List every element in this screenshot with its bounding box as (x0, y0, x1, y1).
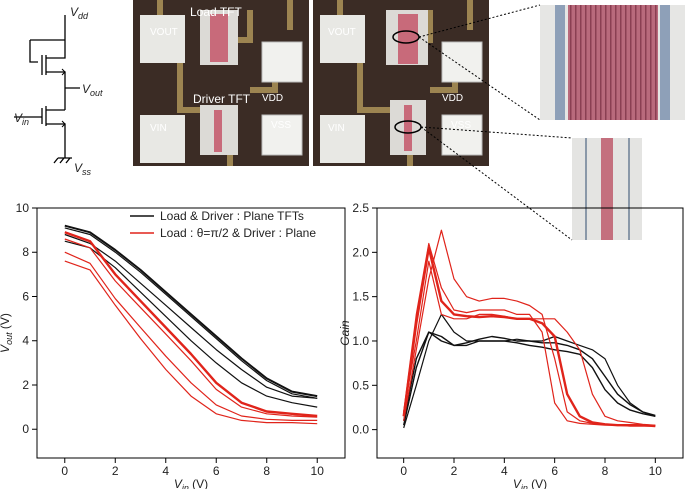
x-tick-label: 2 (112, 464, 119, 478)
vss-label: Vss (74, 161, 92, 177)
legend-label: Load : θ=π/2 & Driver : Plane (160, 226, 316, 240)
vdd-label: Vdd (70, 5, 89, 21)
pad-label: VIN (150, 123, 167, 134)
series-line (403, 331, 656, 426)
y-tick-label: 0.5 (352, 378, 369, 392)
y-tick-label: 1.0 (352, 334, 369, 348)
series-line (64, 240, 318, 408)
vin-label: Vin (14, 111, 29, 127)
y-tick-label: 1.5 (352, 290, 369, 304)
tft-label: Driver TFT (193, 92, 251, 106)
zoom-views (418, 4, 685, 241)
schematic (14, 15, 80, 164)
y-tick-label: 0.0 (352, 423, 369, 437)
x-axis-label-part: (V) (189, 477, 208, 489)
pad-label: VOUT (150, 27, 178, 38)
x-axis-label-part: V (513, 477, 522, 489)
y-tick-label: 0 (22, 422, 29, 436)
x-tick-label: 0 (400, 464, 407, 478)
x-tick-label: 0 (61, 464, 68, 478)
x-axis-label: Vin (V) (513, 477, 547, 489)
y-axis-label-part: V (0, 344, 12, 353)
pad-label: VDD (262, 93, 283, 104)
legend-label: Load & Driver : Plane TFTs (160, 209, 304, 223)
series-line (64, 224, 318, 398)
x-tick-label: 6 (213, 464, 220, 478)
y-tick-label: 4 (22, 334, 29, 348)
x-axis-label-part: in (521, 483, 528, 489)
y-tick-label: 2.5 (352, 201, 369, 215)
pad-label: VIN (328, 123, 345, 134)
pad-label: VSS (271, 120, 291, 131)
x-axis-label-part: (V) (528, 477, 547, 489)
pad-label: VSS (451, 120, 471, 131)
series-line (64, 251, 318, 421)
micrograph-1: VOUT Load TFT Driver TFT VDD VIN VSS (133, 0, 309, 166)
x-tick-label: 4 (162, 464, 169, 478)
x-tick-label: 4 (501, 464, 508, 478)
y-axis-label: Vout (V) (0, 313, 14, 353)
y-tick-label: 10 (16, 201, 30, 215)
x-tick-label: 6 (551, 464, 558, 478)
x-tick-label: 10 (311, 464, 325, 478)
series-line (64, 260, 318, 425)
y-axis-label-part: (V) (0, 313, 12, 332)
y-axis-label-part: out (4, 332, 14, 345)
x-axis-label: Vin (V) (174, 477, 208, 489)
series-line (403, 242, 656, 427)
x-axis-label-part: in (182, 483, 189, 489)
series-line (64, 227, 318, 399)
vout-label: Vout (82, 82, 103, 98)
tft-label: Load TFT (190, 5, 242, 19)
x-tick-label: 8 (263, 464, 270, 478)
y-tick-label: 2 (22, 378, 29, 392)
y-axis-label: Gain (338, 320, 352, 346)
plot-frame (376, 207, 684, 459)
x-tick-label: 10 (649, 464, 663, 478)
series-line (64, 231, 318, 418)
y-tick-label: 8 (22, 245, 29, 259)
y-axis-label-part: Gain (338, 320, 352, 346)
series-line (64, 233, 318, 399)
series-line (403, 313, 656, 429)
x-tick-label: 8 (602, 464, 609, 478)
series-line (64, 238, 318, 418)
y-tick-label: 6 (22, 289, 29, 303)
y-tick-label: 2.0 (352, 245, 369, 259)
x-tick-label: 2 (451, 464, 458, 478)
series-line (403, 229, 656, 426)
x-axis-label-part: V (174, 477, 183, 489)
series-line (403, 260, 656, 426)
micrograph-2: VOUT VDD VIN VSS (313, 0, 489, 166)
pad-label: VOUT (328, 27, 356, 38)
plot-frame (36, 207, 346, 459)
pad-label: VDD (442, 93, 463, 104)
